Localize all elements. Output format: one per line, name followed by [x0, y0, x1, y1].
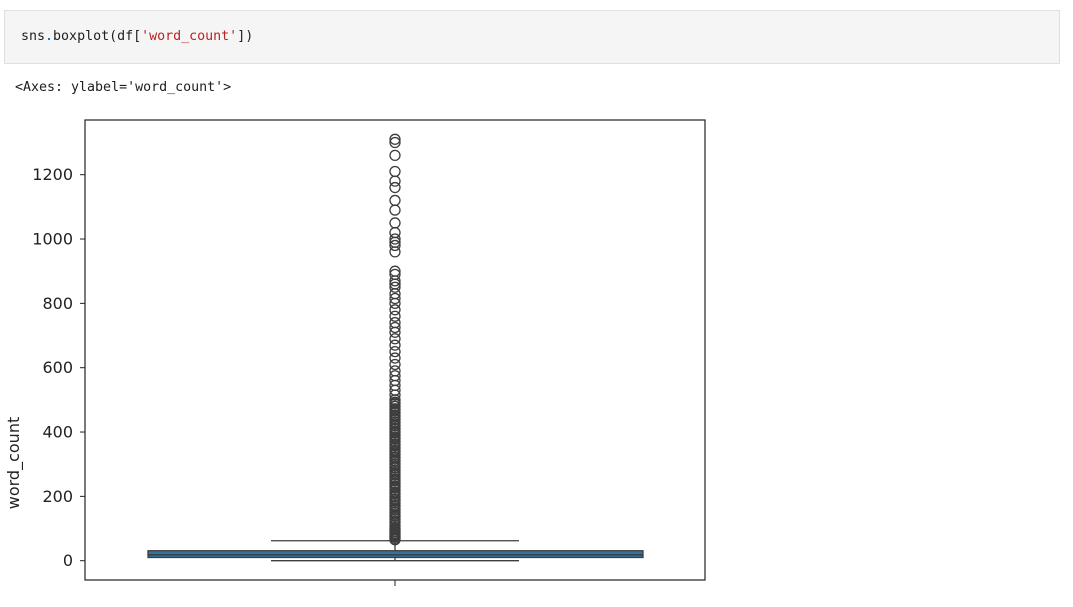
box-iqr [147, 550, 644, 559]
boxplot-chart: word_count 0 200 400 600 800 1000 1200 [4, 119, 706, 586]
outlier-point [389, 194, 401, 207]
y-tick-label: 800 [42, 294, 73, 313]
y-tick-label: 600 [42, 358, 73, 377]
code-token-module: sns [21, 29, 46, 44]
outlier-point [389, 345, 401, 358]
outlier-point [389, 310, 401, 322]
code-token-suffix: ]) [237, 29, 254, 44]
outlier-point [389, 352, 401, 364]
outlier-point [389, 239, 401, 252]
outlier-point [389, 281, 401, 293]
code-token-function: boxplot(df[ [53, 29, 142, 44]
y-tick-label: 1000 [32, 230, 73, 249]
y-tick-label: 400 [42, 423, 73, 442]
outlier-point [389, 333, 401, 345]
code-input[interactable]: sns.boxplot(df['word_count']) [21, 29, 253, 44]
outlier-point [389, 275, 401, 287]
outlier-point [389, 532, 401, 545]
outlier-point [389, 149, 401, 162]
outlier-point [389, 326, 401, 338]
y-tick-label: 200 [42, 487, 73, 506]
outlier-point [389, 204, 401, 216]
outlier-point [389, 358, 401, 371]
outlier-point [389, 297, 401, 310]
outlier-point [389, 389, 401, 401]
outlier-point [389, 246, 401, 258]
code-cell[interactable]: sns.boxplot(df['word_count']) [4, 10, 1060, 64]
outlier-point [389, 175, 401, 187]
outlier-point [389, 304, 401, 316]
outlier-point [389, 339, 401, 351]
y-axis-label: word_count [4, 417, 24, 509]
outlier-point [389, 321, 401, 334]
outlier-point [389, 136, 401, 149]
code-token-string: 'word_count' [141, 29, 238, 44]
outlier-point [389, 233, 401, 245]
outlier-point [389, 165, 401, 178]
output-repr: <Axes: ylabel='word_count'> [15, 80, 232, 95]
outlier-point [389, 181, 401, 194]
outlier-point [389, 292, 401, 305]
outlier-point [389, 133, 401, 145]
code-token-dot: . [45, 29, 54, 44]
y-tick-label: 1200 [32, 165, 73, 184]
y-tick-label: 0 [63, 551, 73, 570]
outlier-point [389, 217, 401, 229]
